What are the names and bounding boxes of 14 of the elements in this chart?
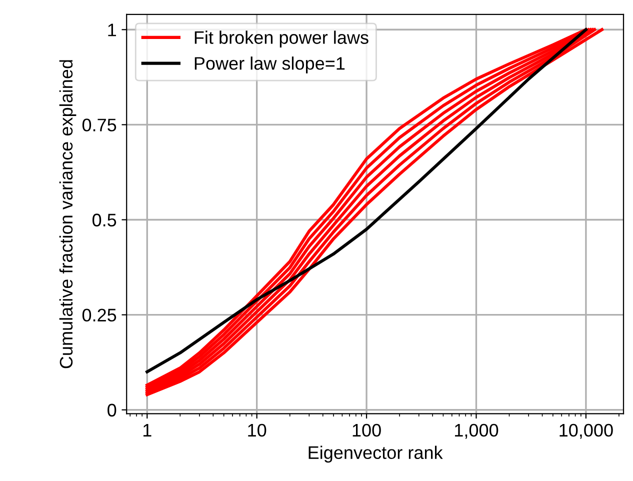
x-tick-label: 100 [352,424,381,437]
y-tick-label: 0.25 [82,308,116,322]
x-tick-label: 1 [143,424,152,436]
legend-label: Fit broken power laws [194,30,368,48]
y-tick-label: 0 [108,404,116,417]
y-axis-title: Cumulative fraction variance explained [59,60,76,368]
y-tick-label: 0.75 [82,118,116,132]
x-axis-title: Eigenvector rank [308,446,443,463]
x-tick-label: 10,000 [560,424,613,439]
x-tick-label: 10 [248,424,266,437]
legend-label: Power law slope=1 [194,56,345,74]
y-tick-label: 1 [108,24,116,36]
y-tick-label: 0.5 [92,214,116,226]
x-tick-label: 1,000 [455,424,498,439]
